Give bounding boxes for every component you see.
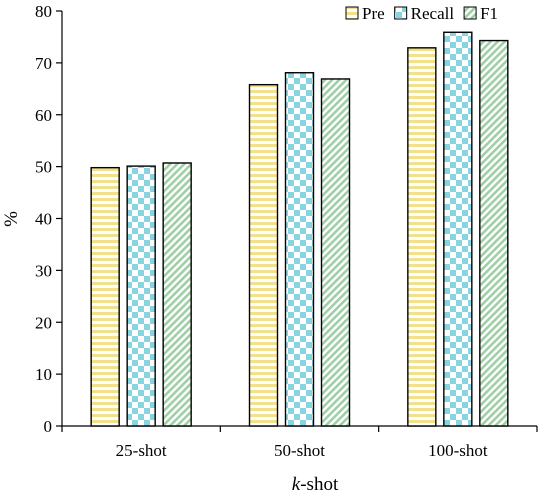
bar-f1-25-shot (162, 162, 192, 427)
legend-swatch-pre (345, 6, 359, 20)
legend-label-f1: F1 (480, 4, 498, 23)
y-axis-title: % (1, 211, 22, 227)
x-axis-title-italic: k (292, 474, 301, 495)
y-tick-label: 40 (35, 210, 52, 229)
bar-f1-50-shot (320, 78, 351, 427)
bar-pre-50-shot (248, 83, 279, 427)
y-tick-label: 10 (35, 365, 52, 384)
y-tick-label: 70 (35, 54, 52, 73)
x-tick-label: 50-shot (274, 441, 325, 460)
y-tick-label: 80 (35, 2, 52, 21)
y-tick-label: 20 (35, 313, 52, 332)
legend-label-pre: Pre (362, 4, 385, 23)
x-axis-title-suffix: -shot (300, 474, 339, 495)
legend-swatch-recall (394, 6, 408, 20)
y-tick-label: 0 (44, 417, 53, 436)
bar-recall-25-shot (126, 165, 156, 427)
bars (90, 31, 509, 427)
y-tick-label: 50 (35, 158, 52, 177)
legend-swatch-f1 (463, 6, 477, 20)
x-tick-label: 25-shot (116, 441, 167, 460)
bar-f1-100-shot (479, 39, 509, 427)
legend-label-recall: Recall (411, 4, 455, 23)
x-tick-label: 100-shot (428, 441, 488, 460)
y-tick-label: 60 (35, 106, 52, 125)
y-tick-label: 30 (35, 261, 52, 280)
bar-pre-25-shot (90, 166, 120, 427)
x-axis: 25-shot 50-shot 100-shot (61, 425, 538, 460)
y-axis: 0 10 20 30 40 50 60 70 80 (35, 2, 63, 436)
legend: Pre Recall F1 (345, 4, 498, 23)
bar-recall-50-shot (284, 72, 315, 427)
bar-recall-100-shot (443, 31, 473, 427)
bar-pre-100-shot (407, 47, 437, 427)
x-axis-title: k-shot (292, 474, 339, 495)
